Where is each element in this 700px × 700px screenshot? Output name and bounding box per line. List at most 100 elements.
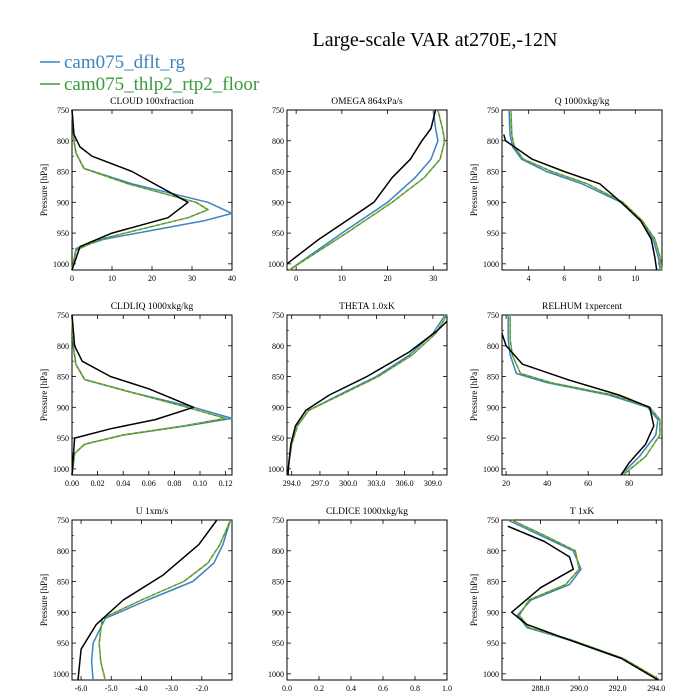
series-line-cam075_dflt_rg bbox=[287, 314, 446, 476]
x-tick-label: 0.04 bbox=[116, 479, 130, 488]
panel-8: CLDICE 1000xkg/kg 750 800 850 900 950 1000 0.0 0… bbox=[268, 507, 452, 693]
series-line-reference bbox=[501, 333, 655, 476]
legend-label-series1: cam075_dflt_rg bbox=[64, 52, 186, 73]
panel-title: CLDLIQ 1000xkg/kg bbox=[111, 302, 194, 312]
y-tick-label: 750 bbox=[272, 311, 284, 320]
x-tick-label: 8 bbox=[598, 274, 602, 283]
series-line-cam075_thlp2_rtp2_floor-dash-overlay bbox=[71, 314, 226, 476]
x-tick-label: -4.0 bbox=[135, 684, 148, 693]
series-line-cam075_dflt_rg bbox=[71, 314, 233, 476]
plot-frame bbox=[501, 314, 663, 476]
x-tick-label: 0.00 bbox=[65, 479, 79, 488]
x-tick-label: 10 bbox=[631, 274, 639, 283]
x-tick-label: 288.0 bbox=[532, 684, 550, 693]
x-tick-label: 20 bbox=[384, 274, 392, 283]
y-tick-label: 800 bbox=[57, 137, 69, 146]
y-tick-label: 850 bbox=[487, 578, 499, 587]
legend: cam075_dflt_rg cam075_thlp2_rtp2_floor bbox=[40, 52, 260, 95]
y-tick-label: 950 bbox=[57, 434, 69, 443]
y-axis-label: Pressure [hPa] bbox=[469, 574, 479, 626]
y-tick-label: 750 bbox=[57, 516, 69, 525]
series-line-cam075_thlp2_rtp2_floor-dash-overlay bbox=[287, 314, 448, 476]
panel-2: OMEGA 864xPa/s 750 800 850 900 950 1000 0 10 20 30 bbox=[268, 97, 448, 283]
y-tick-label: 850 bbox=[272, 168, 284, 177]
y-axis-label: Pressure [hPa] bbox=[469, 164, 479, 216]
series-line-reference bbox=[503, 134, 658, 271]
panel-title: OMEGA 864xPa/s bbox=[331, 97, 403, 107]
y-tick-label: 900 bbox=[487, 608, 499, 617]
y-tick-label: 900 bbox=[57, 198, 69, 207]
panel-6: RELHUM 1xpercent Pressure [hPa] 750 800 850 9… bbox=[469, 302, 663, 488]
series-line-cam075_thlp2_rtp2_floor-dash-overlay bbox=[98, 519, 231, 681]
y-tick-label: 1000 bbox=[53, 670, 69, 679]
y-tick-label: 1000 bbox=[268, 670, 284, 679]
x-tick-label: 20 bbox=[148, 274, 156, 283]
y-tick-label: 850 bbox=[57, 373, 69, 382]
y-tick-label: 800 bbox=[272, 342, 284, 351]
series-line-reference bbox=[287, 320, 448, 476]
y-tick-label: 850 bbox=[487, 373, 499, 382]
y-tick-label: 950 bbox=[487, 434, 499, 443]
y-tick-label: 1000 bbox=[483, 260, 499, 269]
x-tick-label: -2.0 bbox=[195, 684, 208, 693]
y-tick-label: 900 bbox=[57, 608, 69, 617]
panel-5: THETA 1.0xK 750 800 850 900 950 1000 294.0 297.0… bbox=[268, 302, 448, 488]
series-line-reference bbox=[77, 519, 218, 681]
series-line-cam075_thlp2_rtp2_floor bbox=[509, 315, 661, 476]
x-tick-label: 6 bbox=[562, 274, 566, 283]
plot-frame bbox=[501, 519, 663, 681]
y-tick-label: 800 bbox=[487, 342, 499, 351]
x-tick-label: 0.02 bbox=[91, 479, 105, 488]
panel-4: CLDLIQ 1000xkg/kg Pressure [hPa] 750 800 850… bbox=[39, 302, 233, 488]
series-line-cam075_thlp2_rtp2_floor bbox=[288, 109, 446, 271]
y-tick-label: 750 bbox=[272, 106, 284, 115]
y-tick-label: 1000 bbox=[268, 260, 284, 269]
y-tick-label: 750 bbox=[487, 516, 499, 525]
x-tick-label: 0.10 bbox=[193, 479, 207, 488]
series-line-cam075_dflt_rg bbox=[507, 315, 659, 476]
y-tick-label: 900 bbox=[57, 403, 69, 412]
panel-7: U 1xm/s Pressure [hPa] 750 800 850 900 950 1000… bbox=[39, 507, 233, 693]
x-tick-label: 309.0 bbox=[424, 479, 442, 488]
x-tick-label: 20 bbox=[502, 479, 510, 488]
y-tick-label: 950 bbox=[487, 229, 499, 238]
series-line-reference bbox=[71, 109, 189, 271]
series-line-cam075_thlp2_rtp2_floor-dash-overlay bbox=[511, 519, 661, 681]
panel-3: Q 1000xkg/kg Pressure [hPa] 750 800 850 900 95… bbox=[469, 97, 663, 283]
x-tick-label: 1.0 bbox=[442, 684, 452, 693]
panel-title: CLOUD 100xfraction bbox=[110, 96, 194, 107]
x-tick-label: 40 bbox=[543, 479, 551, 488]
panel-title: CLDICE 1000xkg/kg bbox=[326, 507, 408, 517]
x-tick-label: 30 bbox=[429, 274, 437, 283]
panel-title: U 1xm/s bbox=[136, 507, 169, 517]
plot-frame bbox=[286, 314, 448, 476]
y-tick-label: 900 bbox=[272, 198, 284, 207]
y-tick-label: 950 bbox=[57, 229, 69, 238]
x-tick-label: 0.8 bbox=[410, 684, 420, 693]
x-tick-label: 297.0 bbox=[311, 479, 329, 488]
y-tick-label: 950 bbox=[487, 639, 499, 648]
y-tick-label: 950 bbox=[272, 229, 284, 238]
series-line-reference bbox=[286, 109, 437, 265]
y-axis-label: Pressure [hPa] bbox=[39, 369, 49, 421]
y-axis-label: Pressure [hPa] bbox=[39, 164, 49, 216]
y-tick-label: 850 bbox=[57, 168, 69, 177]
x-tick-label: 292.0 bbox=[609, 684, 627, 693]
x-tick-label: 303.0 bbox=[367, 479, 385, 488]
x-tick-label: 10 bbox=[338, 274, 346, 283]
y-tick-label: 750 bbox=[57, 106, 69, 115]
y-tick-label: 900 bbox=[272, 608, 284, 617]
series-line-cam075_thlp2_rtp2_floor-dash-overlay bbox=[289, 109, 446, 271]
y-tick-label: 750 bbox=[487, 311, 499, 320]
x-tick-label: 80 bbox=[625, 479, 633, 488]
y-tick-label: 850 bbox=[487, 168, 499, 177]
x-tick-label: 0.6 bbox=[378, 684, 388, 693]
panel-1: CLOUD 100xfraction Pressure [hPa] 750 800 85… bbox=[39, 96, 236, 283]
series-line-cam075_thlp2_rtp2_floor-dash-overlay bbox=[509, 315, 661, 476]
plot-frame bbox=[286, 109, 448, 271]
y-tick-label: 750 bbox=[272, 516, 284, 525]
x-tick-label: 0.12 bbox=[219, 479, 233, 488]
panel-9: T 1xK Pressure [hPa] 750 800 850 900 950 1000 28… bbox=[469, 507, 665, 693]
x-tick-label: 30 bbox=[188, 274, 196, 283]
series-line-cam075_dflt_rg bbox=[90, 519, 232, 681]
